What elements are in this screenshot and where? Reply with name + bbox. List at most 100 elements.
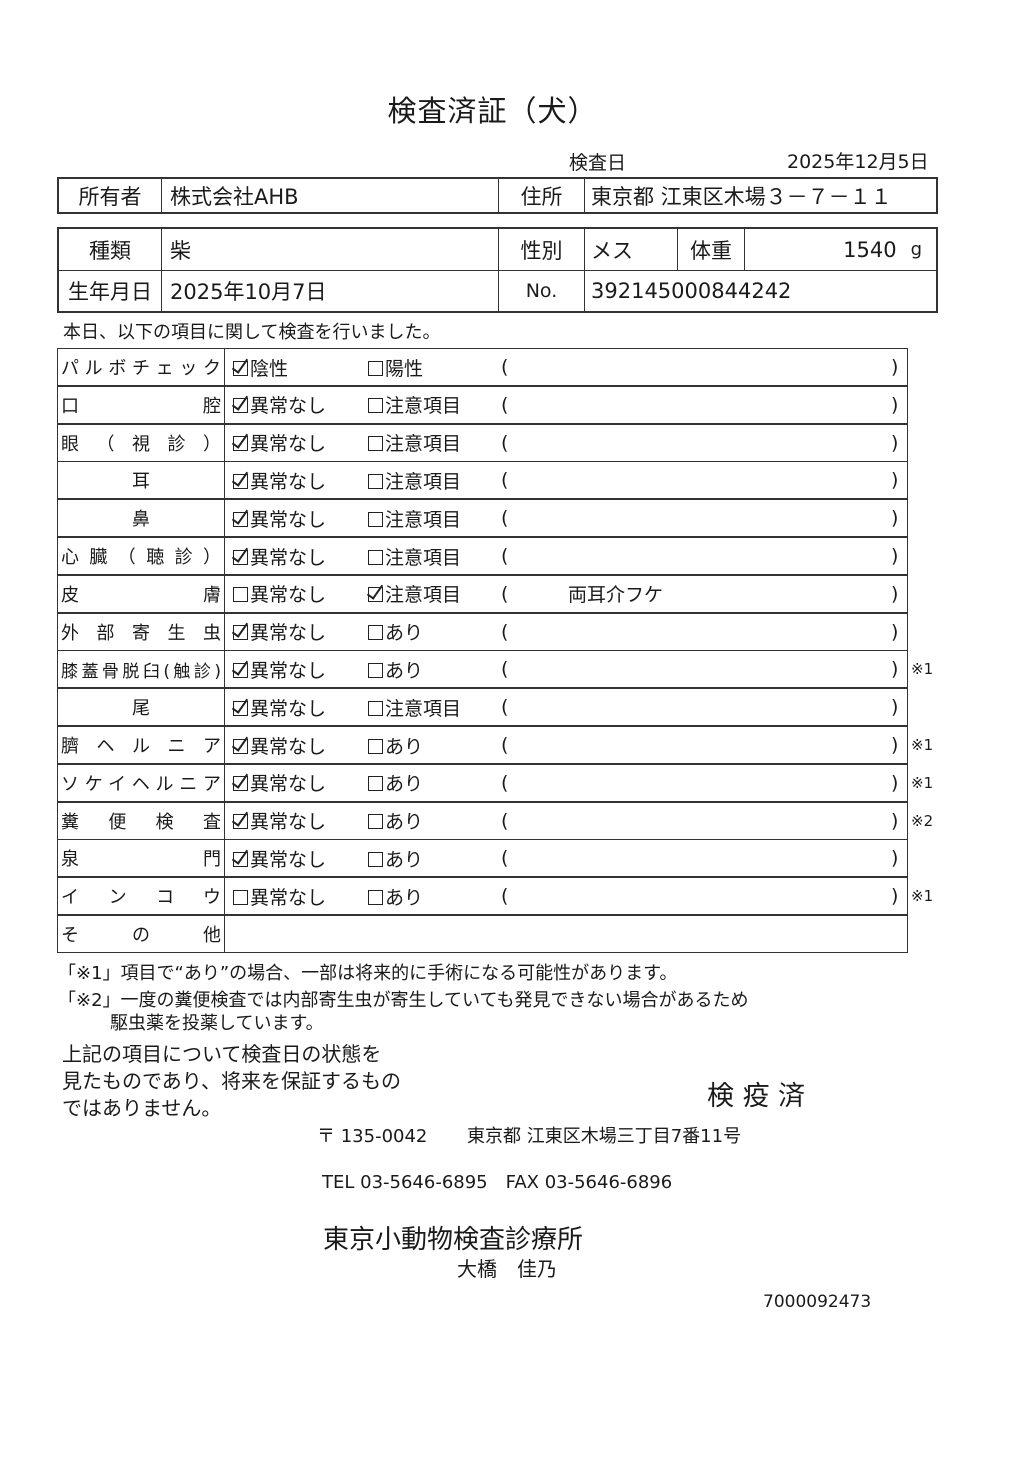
option-1[interactable]: 異常なし xyxy=(233,538,326,574)
option-1[interactable]: 異常なし xyxy=(233,425,326,461)
option-2[interactable]: あり xyxy=(368,651,423,687)
checkbox-option-1[interactable] xyxy=(233,398,248,414)
inspection-row: 鼻 異常なし 注意項目 ( ) xyxy=(57,499,908,538)
owner-table: 所有者 株式会社AHB 住所 東京都 江東区木場３－７－１１ xyxy=(57,177,938,214)
checkbox-option-1[interactable] xyxy=(233,473,248,489)
option-2[interactable]: 注意項目 xyxy=(368,538,461,574)
checkbox-option-1[interactable] xyxy=(233,662,248,678)
paren-open: ( xyxy=(501,809,509,832)
option-2[interactable]: 注意項目 xyxy=(368,576,461,612)
clinic-phone: TEL 03-5646-6895 FAX 03-5646-6896 xyxy=(322,1172,673,1193)
inspection-row: 口 腔 異常なし 注意項目 ( ) xyxy=(57,385,908,424)
option-2[interactable]: 注意項目 xyxy=(368,500,461,536)
option-2[interactable]: あり xyxy=(368,840,423,876)
option-2[interactable]: 注意項目 xyxy=(368,689,461,725)
item-label: 糞便検査 xyxy=(61,811,221,833)
weight-unit: g xyxy=(910,239,922,260)
item-label: 耳 xyxy=(132,471,150,493)
option-2[interactable]: あり xyxy=(368,765,423,801)
option-2[interactable]: あり xyxy=(368,803,423,839)
checkbox-option-2[interactable] xyxy=(368,851,383,867)
option-1[interactable]: 陰性 xyxy=(233,349,288,385)
checkbox-option-1[interactable] xyxy=(233,889,248,905)
option-1[interactable]: 異常なし xyxy=(233,462,326,498)
option-1[interactable]: 異常なし xyxy=(233,878,326,914)
option-2-label: 注意項目 xyxy=(385,433,462,456)
checkbox-option-1[interactable] xyxy=(233,360,248,376)
checkbox-option-2[interactable] xyxy=(368,587,383,603)
disclaimer: 上記の項目について検査日の状態を 見たものであり、将来を保証するもの ではありま… xyxy=(62,1041,401,1122)
checkbox-option-2[interactable] xyxy=(368,889,383,905)
option-1[interactable]: 異常なし xyxy=(233,765,326,801)
option-2[interactable]: あり xyxy=(368,878,423,914)
other-label: その他 xyxy=(61,925,221,946)
option-1-label: 異常なし xyxy=(250,886,327,909)
option-2[interactable]: 注意項目 xyxy=(368,387,461,423)
item-label-cell: 眼（視診） xyxy=(58,424,225,461)
postal-code: 〒 135-0042 xyxy=(317,1126,428,1147)
checkbox-option-1[interactable] xyxy=(233,587,248,603)
option-1[interactable]: 異常なし xyxy=(233,651,326,687)
option-1[interactable]: 異常なし xyxy=(233,614,326,650)
paren-open: ( xyxy=(501,356,509,378)
option-1[interactable]: 異常なし xyxy=(233,840,326,876)
checkbox-option-1[interactable] xyxy=(233,776,248,792)
checkbox-option-2[interactable] xyxy=(368,511,383,527)
checkbox-option-2[interactable] xyxy=(368,473,383,489)
item-label-cell: 外部寄生虫 xyxy=(58,613,225,650)
option-2[interactable]: 陽性 xyxy=(368,349,423,385)
option-2[interactable]: 注意項目 xyxy=(368,462,461,498)
option-1[interactable]: 異常なし xyxy=(233,387,326,423)
checkbox-option-1[interactable] xyxy=(233,814,248,830)
paren-close: ) xyxy=(891,582,899,605)
option-1[interactable]: 異常なし xyxy=(233,727,326,763)
no-value: 392145000844242 xyxy=(591,279,792,303)
checkbox-option-2[interactable] xyxy=(368,625,383,641)
checkbox-option-2[interactable] xyxy=(368,700,383,716)
option-2[interactable]: あり xyxy=(368,727,423,763)
checkbox-option-1[interactable] xyxy=(233,625,248,641)
breed-label: 種類 xyxy=(59,229,162,270)
sex-value: メス xyxy=(585,229,678,270)
document-title: 検査済証（犬） xyxy=(387,94,598,128)
item-label: 膝蓋骨脱臼(触診) xyxy=(61,661,221,682)
option-1[interactable]: 異常なし xyxy=(233,689,326,725)
option-1[interactable]: 異常なし xyxy=(233,803,326,839)
checkbox-option-1[interactable] xyxy=(233,511,248,527)
item-label: 心臓（聴診） xyxy=(61,547,221,568)
checkbox-option-2[interactable] xyxy=(368,814,383,830)
item-label-cell: 泉 門 xyxy=(58,840,225,877)
checkbox-option-2[interactable] xyxy=(368,360,383,376)
checkbox-option-2[interactable] xyxy=(368,776,383,792)
item-label-cell: パルボチェック xyxy=(58,349,225,385)
checkbox-option-1[interactable] xyxy=(233,700,248,716)
footnote-2: 「※2」一度の糞便検査では内部寄生虫が寄生していても発見できない場合があるため xyxy=(58,990,749,1011)
footnote-marker: ※1 xyxy=(911,660,934,679)
checkbox-option-1[interactable] xyxy=(233,549,248,565)
option-2[interactable]: 注意項目 xyxy=(368,425,461,461)
option-1-label: 異常なし xyxy=(250,622,327,645)
option-1[interactable]: 異常なし xyxy=(233,576,326,612)
checkbox-option-2[interactable] xyxy=(368,738,383,754)
checkbox-option-2[interactable] xyxy=(368,662,383,678)
option-1[interactable]: 異常なし xyxy=(233,500,326,536)
no-label: No. xyxy=(499,271,585,311)
checkbox-option-1[interactable] xyxy=(233,851,248,867)
checkbox-option-2[interactable] xyxy=(368,436,383,452)
checkbox-option-2[interactable] xyxy=(368,398,383,414)
option-2[interactable]: あり xyxy=(368,614,423,650)
owner-value: 株式会社AHB xyxy=(162,179,499,212)
item-label: 鼻 xyxy=(132,509,150,531)
disclaimer-line: 見たものであり、将来を保証するもの xyxy=(62,1069,401,1093)
paren-close: ) xyxy=(891,620,899,643)
checkbox-option-2[interactable] xyxy=(368,549,383,565)
option-1-label: 異常なし xyxy=(250,848,327,871)
checkbox-option-1[interactable] xyxy=(233,738,248,754)
item-label: 口 腔 xyxy=(61,395,221,417)
checkbox-option-1[interactable] xyxy=(233,436,248,452)
option-1-label: 異常なし xyxy=(250,773,327,796)
option-1-label: 異常なし xyxy=(250,735,327,758)
weight-label: 体重 xyxy=(678,229,745,270)
paren-close: ) xyxy=(891,809,899,832)
option-1-label: 異常なし xyxy=(250,659,327,682)
